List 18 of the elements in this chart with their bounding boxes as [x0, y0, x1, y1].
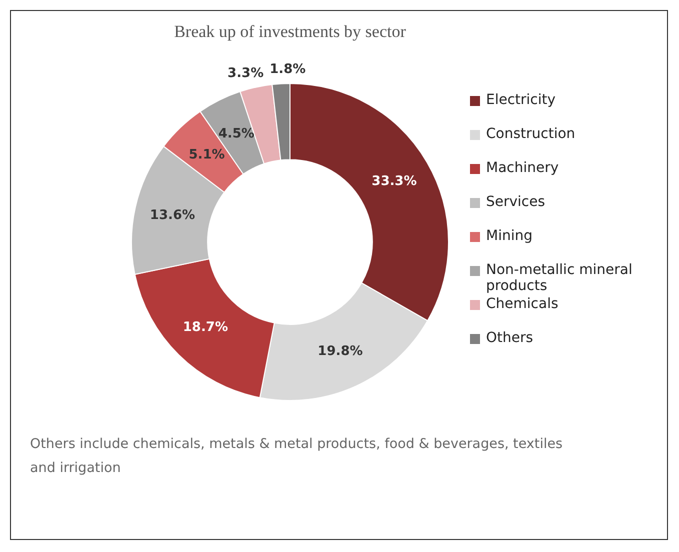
legend-label: Others	[486, 330, 534, 346]
legend-label: Machinery	[486, 160, 559, 176]
chart-title: Break up of investments by sector	[173, 22, 407, 42]
data-label: 1.8%	[270, 62, 306, 78]
legend-label: Non-metallic mineral products	[486, 262, 634, 294]
legend-label: Chemicals	[486, 296, 558, 312]
data-label: 18.7%	[182, 320, 228, 336]
data-label: 4.5%	[218, 126, 254, 142]
data-label: 13.6%	[150, 208, 196, 223]
data-label: 3.3%	[228, 66, 264, 81]
data-label: 33.3%	[372, 174, 417, 189]
data-label: 19.8%	[318, 344, 363, 359]
legend-label: Mining	[486, 228, 532, 244]
legend-label: Construction	[486, 126, 576, 142]
text: Others include chemicals, metals & metal products, food & beverages, textiles and irrigation	[30, 435, 564, 478]
legend-label: Services	[486, 194, 546, 210]
legend-label: Electricity	[486, 92, 556, 108]
data-label: 5.1%	[188, 147, 225, 162]
